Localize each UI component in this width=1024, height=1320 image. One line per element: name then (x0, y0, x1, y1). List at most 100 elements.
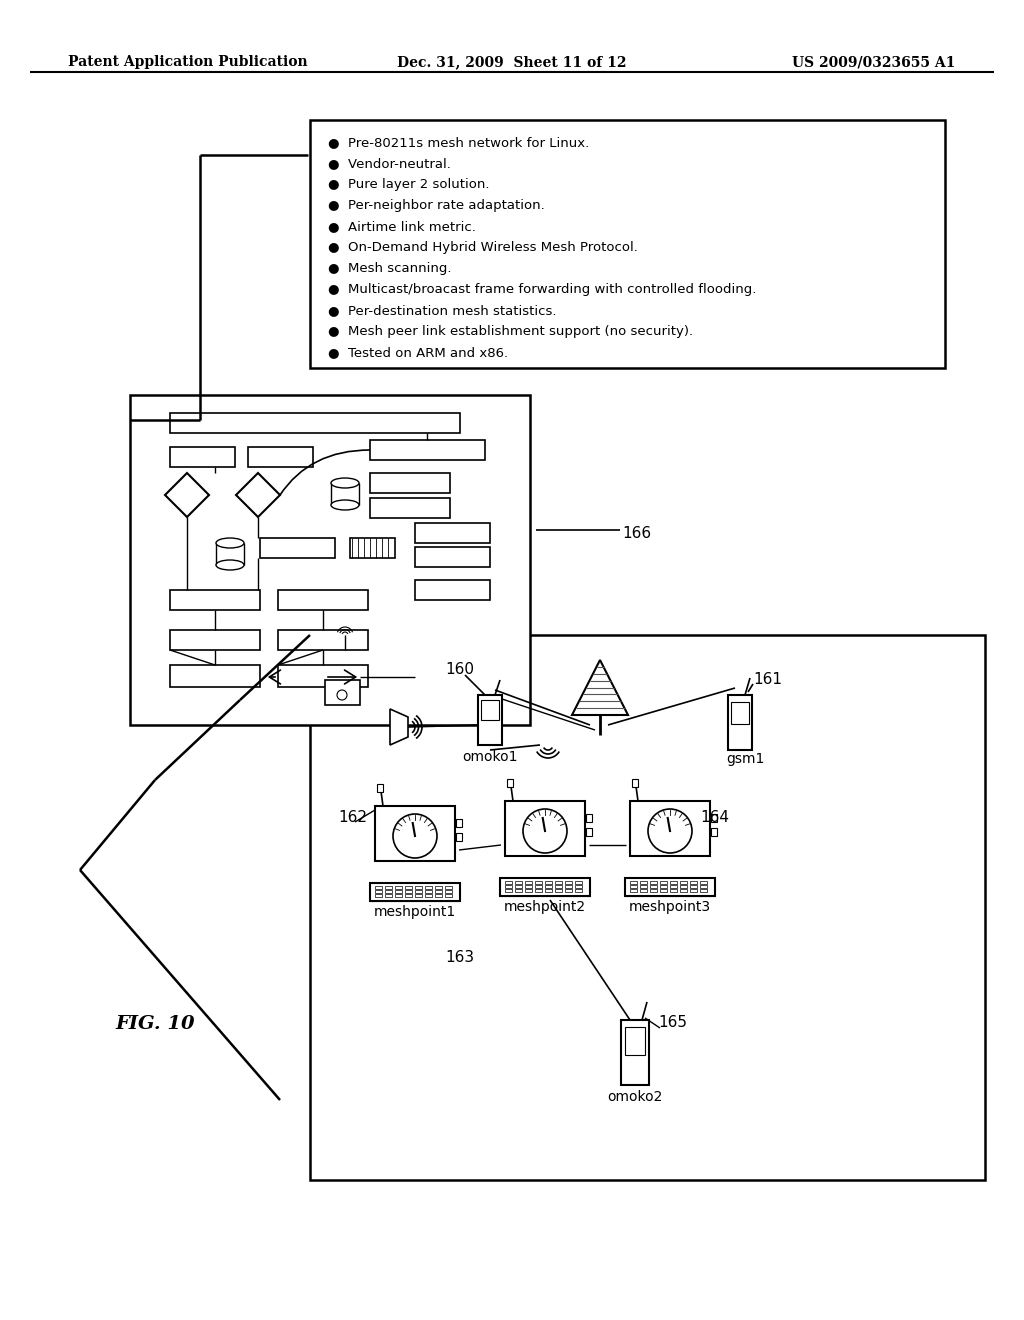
Bar (575, 880, 582, 884)
Bar (325, 680, 360, 705)
Bar (370, 473, 450, 492)
Text: omoko2: omoko2 (607, 1090, 663, 1104)
Bar (395, 894, 402, 898)
Bar (478, 696, 502, 744)
Text: ●  Tested on ARM and x86.: ● Tested on ARM and x86. (328, 346, 508, 359)
Bar (445, 890, 452, 894)
Text: ●  Airtime link metric.: ● Airtime link metric. (328, 220, 476, 234)
Bar (670, 884, 677, 888)
Bar (385, 886, 392, 888)
Bar (248, 447, 313, 467)
Bar (711, 828, 717, 836)
Bar (406, 890, 412, 894)
Bar (505, 880, 512, 884)
Text: ●  Multicast/broacast frame forwarding with controlled flooding.: ● Multicast/broacast frame forwarding wi… (328, 282, 757, 296)
Bar (630, 880, 637, 884)
Text: 163: 163 (445, 950, 474, 965)
Text: ●  Vendor-neutral.: ● Vendor-neutral. (328, 157, 451, 170)
Bar (375, 894, 382, 898)
Text: 166: 166 (622, 525, 651, 541)
Bar (435, 890, 442, 894)
Text: meshpoint2: meshpoint2 (504, 900, 586, 913)
Bar (690, 884, 697, 888)
Text: US 2009/0323655 A1: US 2009/0323655 A1 (792, 55, 955, 69)
Bar (435, 886, 442, 888)
Text: 162: 162 (338, 810, 367, 825)
Bar (535, 888, 542, 892)
Text: meshpoint1: meshpoint1 (374, 906, 456, 919)
Bar (728, 696, 752, 750)
Bar (625, 878, 715, 896)
Bar (525, 880, 532, 884)
Bar (310, 120, 945, 368)
Bar (375, 807, 455, 861)
Bar (370, 883, 460, 902)
Bar (445, 886, 452, 888)
Bar (586, 828, 592, 836)
Bar (640, 880, 647, 884)
Text: ●  Mesh peer link establishment support (no security).: ● Mesh peer link establishment support (… (328, 325, 693, 338)
Circle shape (393, 814, 437, 858)
Bar (505, 801, 585, 855)
Text: omoko1: omoko1 (462, 750, 518, 764)
Bar (385, 890, 392, 894)
Text: 160: 160 (445, 663, 474, 677)
Bar (632, 779, 638, 787)
Text: Patent Application Publication: Patent Application Publication (68, 55, 307, 69)
Bar (525, 884, 532, 888)
Bar (555, 884, 562, 888)
Bar (660, 884, 667, 888)
Bar (406, 886, 412, 888)
Bar (565, 888, 572, 892)
Bar (350, 539, 395, 558)
Bar (731, 702, 749, 723)
Text: meshpoint3: meshpoint3 (629, 900, 711, 913)
Bar (375, 886, 382, 888)
Bar (700, 888, 707, 892)
Bar (130, 395, 530, 725)
Bar (565, 884, 572, 888)
Bar (370, 440, 485, 459)
Bar (170, 665, 260, 686)
Bar (370, 498, 450, 517)
Circle shape (648, 809, 692, 853)
Bar (700, 880, 707, 884)
Bar (507, 779, 513, 787)
Bar (435, 894, 442, 898)
Bar (630, 888, 637, 892)
Bar (278, 665, 368, 686)
Bar (680, 884, 687, 888)
Bar (630, 884, 637, 888)
Bar (505, 884, 512, 888)
Bar (545, 888, 552, 892)
Bar (515, 888, 522, 892)
Bar (555, 888, 562, 892)
Bar (680, 888, 687, 892)
Bar (415, 890, 422, 894)
Text: ●  Per-neighbor rate adaptation.: ● Per-neighbor rate adaptation. (328, 199, 545, 213)
Bar (456, 818, 462, 828)
Bar (711, 814, 717, 822)
Bar (500, 878, 590, 896)
Bar (415, 886, 422, 888)
Bar (621, 1020, 649, 1085)
Bar (640, 888, 647, 892)
Bar (630, 801, 710, 855)
Bar (515, 880, 522, 884)
Bar (445, 894, 452, 898)
Bar (650, 880, 657, 884)
Bar (680, 880, 687, 884)
Bar (535, 884, 542, 888)
Polygon shape (236, 473, 280, 517)
Bar (481, 700, 499, 719)
Bar (415, 894, 422, 898)
Text: ●  Per-destination mesh statistics.: ● Per-destination mesh statistics. (328, 304, 556, 317)
Bar (170, 413, 460, 433)
Bar (406, 894, 412, 898)
Text: ●  Pre-80211s mesh network for Linux.: ● Pre-80211s mesh network for Linux. (328, 136, 589, 149)
Bar (425, 894, 432, 898)
Text: ●  Pure layer 2 solution.: ● Pure layer 2 solution. (328, 178, 489, 191)
Bar (377, 784, 383, 792)
Bar (375, 890, 382, 894)
Bar (545, 880, 552, 884)
